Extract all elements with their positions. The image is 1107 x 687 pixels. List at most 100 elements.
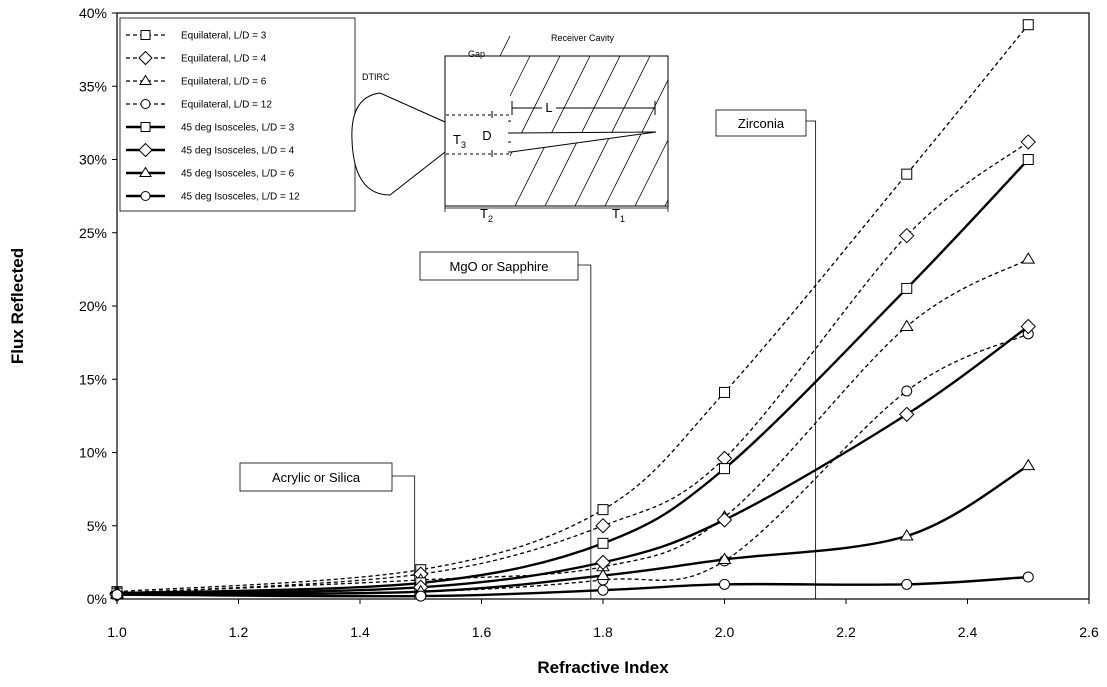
x-tick-label: 2.6 <box>1079 624 1099 640</box>
callouts: Acrylic or Silica MgO or Sapphire Zirconia <box>239 109 817 599</box>
x-axis-title: Refractive Index <box>537 658 669 677</box>
series-layer <box>109 19 1036 603</box>
data-point-circle <box>140 99 151 109</box>
series-line <box>116 24 1029 593</box>
data-point-triangle <box>717 552 732 564</box>
x-tick-label: 1.2 <box>229 624 249 640</box>
dtirc-label: DTIRC <box>362 72 390 82</box>
receiver-cavity-label: Receiver Cavity <box>551 33 615 43</box>
x-tick-label: 2.4 <box>958 624 978 640</box>
legend-label: Equilateral, L/D = 4 <box>181 54 267 65</box>
data-point-diamond <box>1020 318 1036 335</box>
hatch-line <box>604 79 669 207</box>
legend-label: Equilateral, L/D = 6 <box>181 77 267 88</box>
y-tick-label: 25% <box>79 225 107 241</box>
y-tick-label: 20% <box>79 298 107 314</box>
data-point-triangle <box>899 319 914 332</box>
gap-label: Gap <box>468 49 485 59</box>
y-tick-label: 15% <box>79 371 107 387</box>
data-point-circle <box>140 191 151 201</box>
x-tick-label: 1.4 <box>350 624 370 640</box>
legend: Equilateral, L/D = 3 Equilateral, L/D = 4… <box>119 17 356 212</box>
hatching <box>499 35 669 207</box>
x-tick-label: 1.8 <box>593 624 613 640</box>
hatch-line <box>574 55 651 207</box>
t2-label: T2 <box>480 206 493 224</box>
data-point-square <box>901 168 913 180</box>
data-point-diamond <box>899 227 915 244</box>
data-point-circle <box>1022 571 1034 583</box>
data-point-diamond <box>138 50 153 66</box>
x-tick-label: 2.0 <box>715 624 735 640</box>
series-line <box>116 141 1029 594</box>
data-point-triangle <box>139 74 152 85</box>
data-point-circle <box>901 385 913 397</box>
x-tick-label: 1.6 <box>472 624 492 640</box>
l-label: L <box>545 100 552 115</box>
data-point-diamond <box>899 406 915 423</box>
data-point-triangle <box>139 166 152 177</box>
hatch-line <box>509 55 531 97</box>
hatch-line <box>664 199 669 207</box>
data-point-triangle <box>899 529 914 541</box>
callout-box <box>715 109 807 137</box>
data-point-circle <box>901 578 913 590</box>
callout-leader <box>578 264 592 599</box>
legend-label: 45 deg Isosceles, L/D = 4 <box>181 146 295 157</box>
data-point-square <box>901 282 913 294</box>
callout-box <box>419 251 579 281</box>
t1-label: T1 <box>612 206 625 224</box>
data-point-diamond <box>1020 134 1036 150</box>
callout-label: Zirconia <box>738 116 785 131</box>
data-point-triangle <box>596 568 610 581</box>
hatch-line <box>634 139 669 207</box>
series-6 <box>109 318 1036 603</box>
data-point-diamond <box>138 142 153 158</box>
data-point-circle <box>111 589 123 601</box>
callout-label: MgO or Sapphire <box>450 259 549 274</box>
y-tick-label: 10% <box>79 445 107 461</box>
hatch-line <box>499 35 511 57</box>
callout-box <box>239 462 393 492</box>
data-point-square <box>719 463 730 475</box>
x-tick-label: 1.0 <box>107 624 127 640</box>
y-tick-label: 0% <box>87 591 107 607</box>
data-point-square <box>597 504 609 516</box>
y-tick-label: 5% <box>87 518 107 534</box>
data-point-square <box>140 122 151 132</box>
series-line <box>116 158 1030 595</box>
x-tick-label: 2.2 <box>836 624 856 640</box>
t3-label: T3 <box>453 132 466 150</box>
series-8 <box>111 571 1034 602</box>
y-tick-label: 35% <box>79 78 107 94</box>
callout-leader <box>392 475 416 599</box>
hatch-line <box>544 55 621 207</box>
y-tick-label: 40% <box>79 5 107 21</box>
legend-label: 45 deg Isosceles, L/D = 6 <box>181 169 295 180</box>
y-tick-label: 30% <box>79 152 107 168</box>
data-point-circle <box>415 590 427 602</box>
axes: 1.0 1.2 1.4 1.6 1.8 2.0 2.2 2.4 2.6 0% 5% 10% 15% 20%… <box>79 5 1099 640</box>
y-axis-title: Flux Reflected <box>8 248 27 364</box>
l-label-bg <box>542 100 556 114</box>
data-point-square <box>719 386 730 398</box>
data-point-circle <box>597 584 609 596</box>
data-point-square <box>597 537 609 549</box>
data-point-square <box>140 30 151 40</box>
legend-label: 45 deg Isosceles, L/D = 12 <box>181 192 300 203</box>
legend-label: Equilateral, L/D = 12 <box>181 100 272 111</box>
data-point-square <box>1022 19 1034 31</box>
data-point-square <box>1022 154 1034 165</box>
data-point-diamond <box>716 512 733 528</box>
hatch-line <box>514 55 591 207</box>
gap-region <box>446 115 508 154</box>
receiver-cavity-diagram: L D T3 T2 T1 Receiver Cavity Gap DTIRC <box>351 33 669 224</box>
legend-label: Equilateral, L/D = 3 <box>181 31 267 42</box>
data-point-circle <box>719 578 730 590</box>
callout-label: Acrylic or Silica <box>272 470 361 485</box>
d-label: D <box>482 128 491 143</box>
legend-label: 45 deg Isosceles, L/D = 3 <box>181 123 295 134</box>
dtirc-lens <box>351 92 446 196</box>
legend-box <box>119 17 356 212</box>
